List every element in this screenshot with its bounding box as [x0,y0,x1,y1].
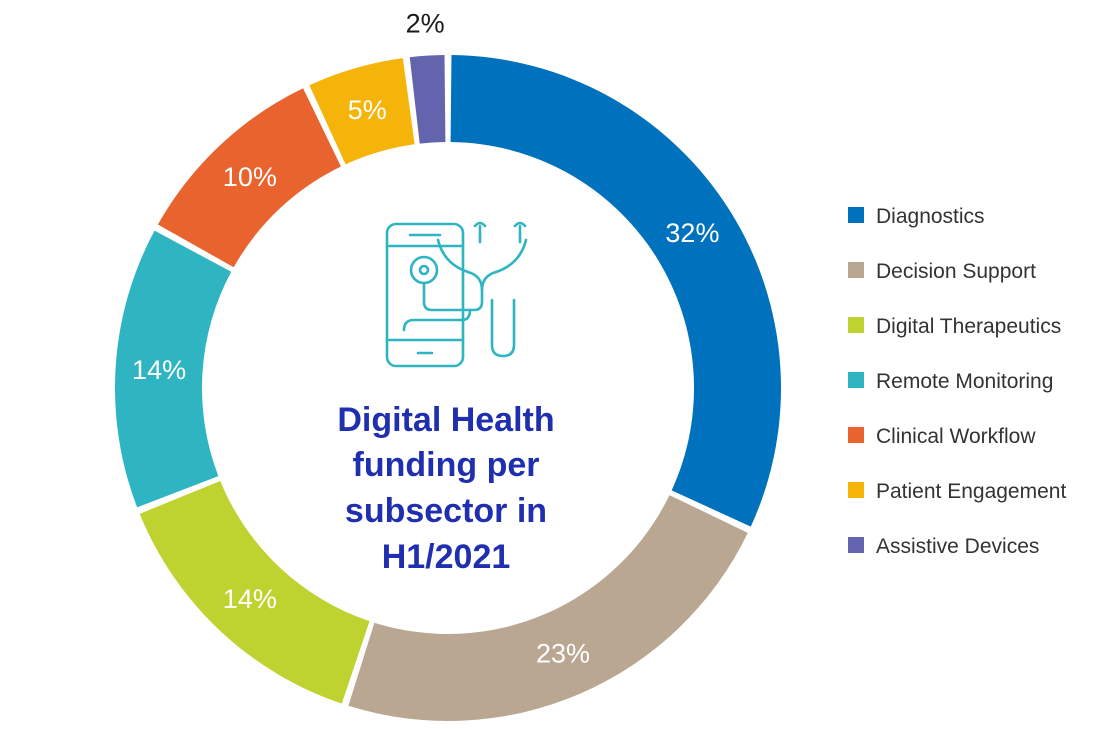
chart-title: Digital Health funding per subsector in … [337,401,554,576]
legend-label-diagnostics: Diagnostics [876,205,985,228]
legend-swatch-decision-support [848,262,864,278]
legend-label-patient-engagement: Patient Engagement [876,480,1066,503]
legend-swatch-assistive-devices [848,537,864,553]
slice-label-patient-engagement: 5% [348,95,387,125]
slice-labels: 32% 23% 14% 14% 10% 5% 2% [132,9,719,669]
title-line-4: H1/2021 [382,538,511,576]
slice-label-remote-monitoring: 14% [132,355,186,385]
legend: Diagnostics Decision Support Digital Thera… [848,205,1066,558]
donut-slices [115,55,781,721]
slice-clinical-workflow [157,88,341,268]
smartphone-stethoscope-icon [385,221,528,368]
slice-digital-therapeutics [139,480,370,704]
slice-patient-engagement [309,58,415,165]
title-line-2: funding per [353,446,540,484]
slice-label-decision-support: 23% [536,639,590,669]
legend-swatch-diagnostics [848,207,864,223]
title-line-3: subsector in [345,492,547,530]
slice-decision-support [348,495,748,721]
legend-swatch-clinical-workflow [848,427,864,443]
legend-label-clinical-workflow: Clinical Workflow [876,425,1036,448]
legend-label-assistive-devices: Assistive Devices [876,535,1039,558]
slice-label-digital-therapeutics: 14% [223,584,277,614]
slice-remote-monitoring [115,230,232,508]
legend-swatch-remote-monitoring [848,372,864,388]
legend-label-remote-monitoring: Remote Monitoring [876,370,1053,393]
legend-swatch-patient-engagement [848,482,864,498]
legend-swatch-digital-therapeutics [848,317,864,333]
slice-diagnostics [450,55,781,527]
slice-assistive-devices [409,55,446,144]
legend-label-decision-support: Decision Support [876,260,1036,283]
slice-label-assistive-devices: 2% [406,9,445,39]
slice-label-diagnostics: 32% [665,218,719,248]
slice-label-clinical-workflow: 10% [223,162,277,192]
legend-label-digital-therapeutics: Digital Therapeutics [876,315,1061,338]
title-line-1: Digital Health [337,401,554,439]
